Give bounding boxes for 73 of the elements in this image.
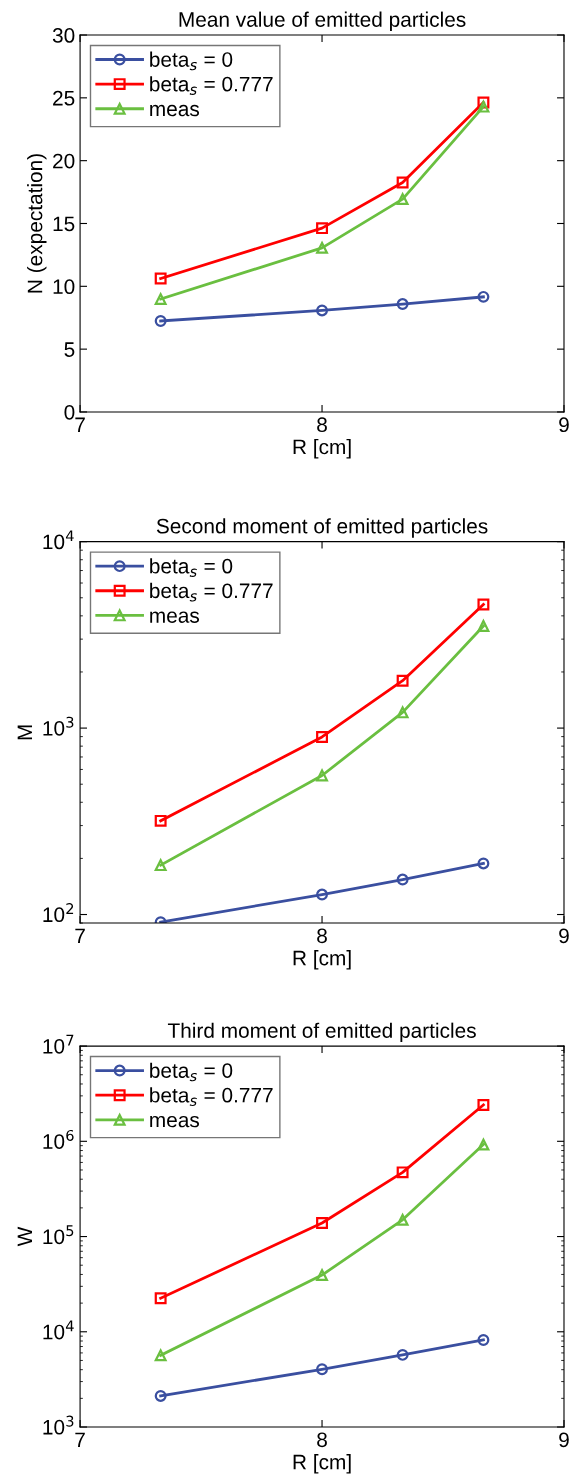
y-tick-label: 10$^{6}$ bbox=[43, 1129, 74, 1149]
x-axis-title: R [cm] bbox=[293, 950, 351, 970]
y-tick-label: 10$^{3}$ bbox=[43, 716, 74, 736]
chart-title: Second moment of emitted particles bbox=[156, 518, 488, 538]
point bbox=[154, 1389, 167, 1402]
point bbox=[477, 1334, 490, 1346]
point bbox=[316, 1363, 329, 1376]
legend-label: beta$_{s}$ = 0 bbox=[150, 1062, 233, 1082]
x-tick-label: 8 bbox=[317, 1432, 327, 1448]
point bbox=[477, 857, 490, 870]
y-tick-label: 20 bbox=[53, 153, 75, 169]
point bbox=[396, 706, 409, 719]
x-tick-label: 7 bbox=[75, 1432, 85, 1447]
x-tick-label: 8 bbox=[317, 417, 327, 433]
y-tick-label: 10$^{7}$ bbox=[43, 1034, 74, 1054]
point bbox=[477, 290, 490, 303]
chart-title: Mean value of emitted particles bbox=[179, 11, 466, 32]
legend-label: beta$_{s}$ = 0 bbox=[150, 51, 233, 71]
point bbox=[316, 304, 329, 317]
y-tick-label: 10$^{4}$ bbox=[43, 530, 74, 550]
y-tick-label: 10 bbox=[53, 279, 75, 295]
legend-label: beta$_{s}$ = 0 bbox=[150, 558, 233, 577]
point bbox=[316, 1269, 329, 1282]
point bbox=[154, 315, 167, 327]
point bbox=[396, 873, 409, 886]
x-tick-label: 8 bbox=[317, 928, 327, 944]
y-tick-label: 10$^{2}$ bbox=[43, 903, 74, 923]
point bbox=[316, 222, 329, 235]
y-tick-label: 5 bbox=[64, 342, 75, 357]
point bbox=[477, 598, 490, 611]
y-tick-label: 10$^{5}$ bbox=[43, 1225, 74, 1245]
chart-title: Third moment of emitted particles bbox=[167, 1022, 476, 1043]
x-axis-title: R [cm] bbox=[293, 1454, 351, 1474]
x-tick-label: 7 bbox=[75, 928, 85, 944]
point bbox=[477, 96, 490, 109]
x-tick-label: 7 bbox=[75, 417, 85, 432]
point bbox=[154, 814, 167, 827]
point bbox=[316, 769, 329, 782]
legend-label: meas bbox=[150, 1115, 200, 1128]
y-axis-title: M bbox=[17, 725, 33, 740]
point bbox=[316, 731, 329, 743]
y-tick-label: 30 bbox=[52, 28, 75, 43]
y-tick-label: 10$^{4}$ bbox=[43, 1320, 74, 1340]
point bbox=[316, 1217, 329, 1229]
y-tick-label: 10$^{3}$ bbox=[43, 1415, 74, 1435]
point bbox=[396, 1213, 409, 1226]
point bbox=[154, 1349, 167, 1362]
legend-label: meas bbox=[150, 611, 200, 623]
point bbox=[477, 1098, 490, 1111]
y-tick-label: 15 bbox=[53, 216, 75, 232]
point bbox=[154, 1292, 167, 1305]
legend-label: beta$_{s}$ = 0.777 bbox=[150, 582, 273, 602]
point bbox=[154, 272, 167, 285]
point bbox=[477, 100, 490, 113]
legend-label: beta$_{s}$ = 0.777 bbox=[150, 76, 273, 95]
point bbox=[396, 674, 409, 687]
x-tick-label: 9 bbox=[559, 928, 569, 944]
point bbox=[396, 298, 409, 310]
y-axis-title: N (expectation) bbox=[27, 154, 47, 293]
y-tick-label: 25 bbox=[53, 90, 75, 106]
legend-label: beta$_{s}$ = 0.777 bbox=[150, 1087, 273, 1106]
point bbox=[477, 1138, 490, 1151]
point bbox=[396, 176, 409, 189]
point bbox=[396, 1348, 409, 1361]
x-tick-label: 9 bbox=[559, 417, 569, 433]
y-axis-title: W bbox=[17, 1226, 33, 1247]
y-tick-label: 0 bbox=[64, 404, 75, 420]
point bbox=[316, 241, 329, 254]
legend-label: meas bbox=[150, 104, 200, 117]
point bbox=[316, 888, 329, 901]
point bbox=[396, 1166, 409, 1179]
x-axis-title: R [cm] bbox=[293, 439, 351, 459]
x-tick-label: 9 bbox=[559, 1432, 569, 1448]
